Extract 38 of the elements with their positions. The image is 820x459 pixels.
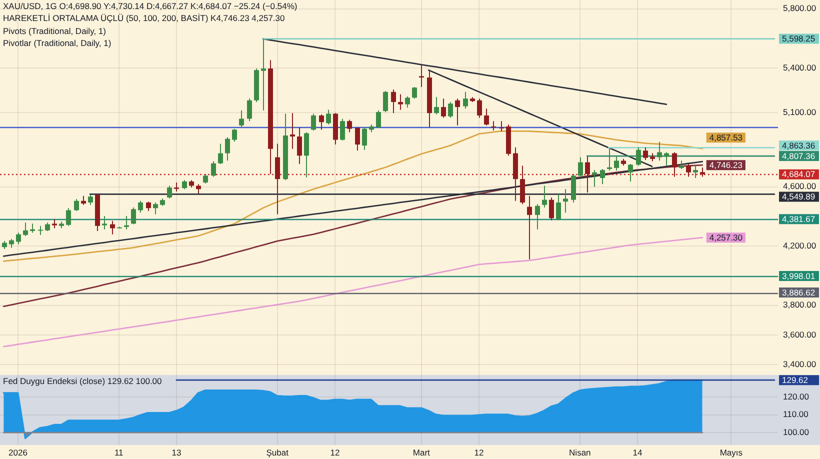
x-tick-label: Nisan (569, 447, 592, 458)
ref-line-label: 4,381.67 (782, 214, 816, 224)
ref-line-label: 3,886.62 (782, 287, 816, 298)
y-tick-label: 4,600.00 (783, 181, 816, 192)
annotation: Pivotlar (Traditional, Daily, 1) (3, 36, 112, 50)
data-label: 129.62 (782, 374, 808, 385)
x-tick-label: Şubat (266, 447, 290, 458)
y-tick-label: 3,800.00 (783, 300, 816, 310)
data-label: 4,746.23 (709, 160, 743, 170)
y-tick-label: 3,600.00 (783, 329, 816, 340)
chart-title: XAU/USD, 1G O:4,698.90 Y:4,730.14 D:4,667.27 K:4,684.07 −25.24 (−0.54%) (3, 0, 298, 12)
annotation: Pivots (Traditional, Daily, 1) (3, 24, 107, 37)
y2-tick-label: 120.00 (783, 391, 810, 402)
x-tick-label: 14 (632, 447, 643, 458)
y2-tick-label: 110.00 (783, 409, 809, 420)
annotation: HAREKETLİ ORTALAMA ÜÇLÜ (50, 100, 200, BASİT) K4,746.23 4,257.30 (3, 12, 286, 25)
y-tick-label: 5,100.00 (783, 107, 816, 117)
data-label: 4,857.53 (709, 132, 743, 142)
x-tick-label: 12 (330, 447, 340, 458)
x-tick-label: Mart (412, 447, 431, 458)
y-tick-label: 3,400.00 (783, 359, 816, 369)
data-label: 4,257.30 (709, 232, 743, 242)
y-tick-label: 5,800.00 (783, 3, 816, 14)
y2-tick-label: 100.00 (783, 426, 810, 437)
y-tick-label: 4,200.00 (783, 240, 816, 250)
x-tick-label: 13 (172, 447, 182, 458)
ref-line-label: 4,684.07 (782, 169, 816, 180)
data-label: 5,598.25 (782, 34, 816, 44)
y2-axis-title: Fed Duygu Endeksi (close) 129.62 100.00 (3, 375, 162, 388)
y-tick-label: 5,400.00 (783, 62, 816, 73)
data-label: 4,863.36 (782, 140, 816, 150)
data-label: 4,549.89 (782, 192, 816, 202)
x-tick-label: 2026 (8, 447, 28, 458)
data-label: 4,807.36 (782, 150, 816, 161)
x-tick-label: Mayıs (720, 447, 743, 458)
x-tick-label: 12 (474, 447, 484, 458)
x-tick-label: 11 (114, 447, 124, 458)
ref-line-label: 3,998.01 (782, 270, 816, 281)
